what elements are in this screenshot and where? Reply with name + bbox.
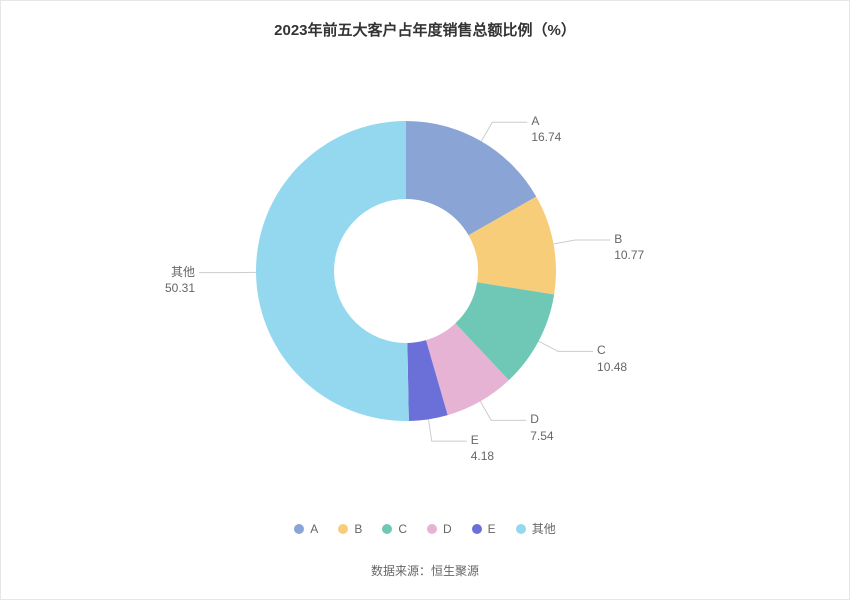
leader-line xyxy=(554,240,611,244)
slice-callout: E4.18 xyxy=(471,432,494,464)
slice-callout-name: D xyxy=(530,411,553,427)
legend-label: B xyxy=(354,522,362,536)
legend-label: E xyxy=(488,522,496,536)
slice-callout-value: 7.54 xyxy=(530,428,553,444)
slice-callout-name: E xyxy=(471,432,494,448)
data-source: 数据来源：恒生聚源 xyxy=(1,562,849,579)
legend-label: 其他 xyxy=(532,520,556,537)
chart-title: 2023年前五大客户占年度销售总额比例（%） xyxy=(1,19,849,40)
slice-callout: D7.54 xyxy=(530,411,553,443)
source-label: 数据来源： xyxy=(371,564,431,578)
slice-callout-value: 10.77 xyxy=(614,247,644,263)
legend-dot-icon xyxy=(516,524,526,534)
legend-item: E xyxy=(472,522,496,536)
legend-dot-icon xyxy=(382,524,392,534)
slice-callout-value: 16.74 xyxy=(531,129,561,145)
slice-callout-value: 50.31 xyxy=(165,280,195,296)
legend-label: D xyxy=(443,522,452,536)
slice-callout-name: C xyxy=(597,342,627,358)
slice-callout: C10.48 xyxy=(597,342,627,374)
donut-chart xyxy=(256,121,556,421)
slice-callout-value: 10.48 xyxy=(597,359,627,375)
slice-callout: 其他50.31 xyxy=(165,264,195,296)
legend: A B C D E 其他 xyxy=(1,520,849,537)
slice-callout: B10.77 xyxy=(614,231,644,263)
legend-dot-icon xyxy=(338,524,348,534)
legend-dot-icon xyxy=(472,524,482,534)
legend-item: C xyxy=(382,522,407,536)
slice-callout-name: B xyxy=(614,231,644,247)
legend-item: 其他 xyxy=(516,520,556,537)
legend-item: B xyxy=(338,522,362,536)
source-value: 恒生聚源 xyxy=(431,564,479,578)
legend-item: A xyxy=(294,522,318,536)
legend-dot-icon xyxy=(294,524,304,534)
legend-label: A xyxy=(310,522,318,536)
chart-card: 2023年前五大客户占年度销售总额比例（%） A16.74B10.77C10.4… xyxy=(0,0,850,600)
chart-area: A16.74 B10.77 C10.48 D7.54 E4.18 其他50.31 xyxy=(1,61,850,491)
slice-callout-name: 其他 xyxy=(165,264,195,280)
leader-line xyxy=(428,419,466,441)
donut-slice xyxy=(256,121,409,421)
slice-callout-value: 4.18 xyxy=(471,448,494,464)
slice-callout: A16.74 xyxy=(531,113,561,145)
legend-label: C xyxy=(398,522,407,536)
legend-dot-icon xyxy=(427,524,437,534)
legend-item: D xyxy=(427,522,452,536)
slice-callout-name: A xyxy=(531,113,561,129)
